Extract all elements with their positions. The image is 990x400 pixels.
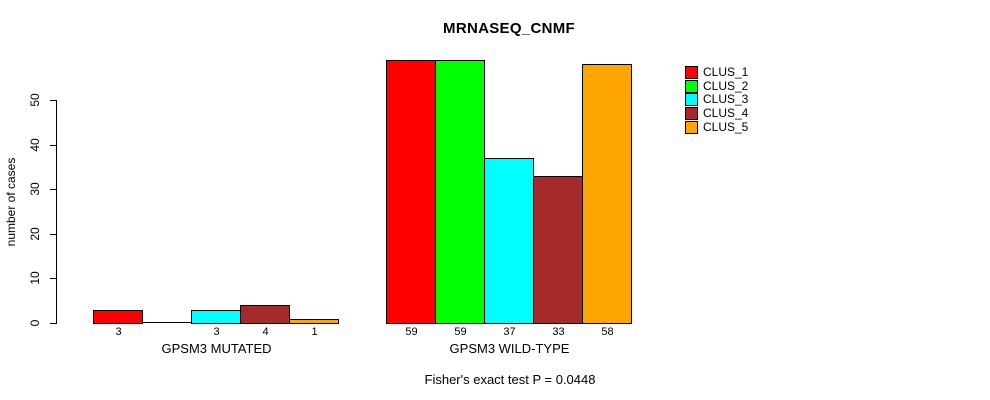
bar-clus_4 <box>533 176 583 324</box>
bar-value-label: 59 <box>454 326 467 338</box>
legend-swatch-clus_3 <box>685 93 698 106</box>
bar-clus_4 <box>240 305 290 324</box>
y-tick-mark <box>50 145 57 146</box>
bar-value-label: 59 <box>405 326 418 338</box>
bar-clus_5 <box>582 64 632 324</box>
y-axis-line <box>56 100 57 324</box>
bar-value-label: 1 <box>311 326 318 338</box>
group-label: GPSM3 WILD-TYPE <box>449 341 570 356</box>
legend-label: CLUS_1 <box>703 65 749 79</box>
y-tick-mark <box>50 189 57 190</box>
bar-value-label: 3 <box>213 326 220 338</box>
bar-value-label: 33 <box>552 326 565 338</box>
legend-swatch-clus_1 <box>685 66 698 79</box>
legend-label: CLUS_5 <box>703 120 749 134</box>
legend-swatch-clus_4 <box>685 107 698 120</box>
bar-clus_1 <box>93 310 143 324</box>
bar-clus_2-zero <box>142 322 192 323</box>
fisher-test-note: Fisher's exact test P = 0.0448 <box>424 372 596 387</box>
legend-label: CLUS_3 <box>703 92 749 106</box>
y-tick-mark <box>50 278 57 279</box>
bar-value-label: 58 <box>601 326 614 338</box>
bar-clus_2 <box>435 60 485 324</box>
y-tick-mark <box>50 323 57 324</box>
y-tick-mark <box>50 100 57 101</box>
bar-value-label: 37 <box>503 326 516 338</box>
bar-value-label: 3 <box>115 326 122 338</box>
bar-clus_5 <box>289 319 339 324</box>
chart-title: MRNASEQ_CNMF <box>443 20 575 37</box>
legend-label: CLUS_4 <box>703 106 749 120</box>
legend-swatch-clus_5 <box>685 121 698 134</box>
y-tick-mark <box>50 234 57 235</box>
legend-swatch-clus_2 <box>685 80 698 93</box>
group-label: GPSM3 MUTATED <box>161 341 272 356</box>
bar-value-label: 4 <box>262 326 269 338</box>
legend-label: CLUS_2 <box>703 79 749 93</box>
